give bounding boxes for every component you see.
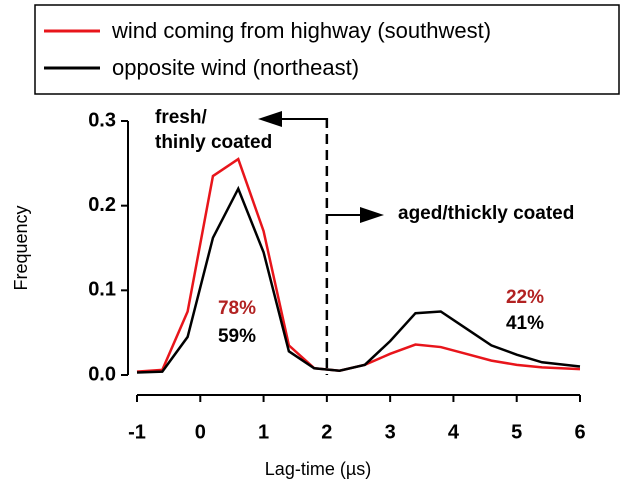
legend-label: wind coming from highway (southwest) bbox=[111, 18, 491, 43]
y-tick-label: 0.3 bbox=[88, 109, 116, 131]
x-tick-label: 4 bbox=[448, 421, 460, 443]
series-line bbox=[136, 157, 581, 373]
annotation: 78% bbox=[218, 298, 256, 319]
annotation: thinly coated bbox=[155, 132, 272, 153]
annotation: 22% bbox=[506, 287, 544, 308]
x-axis-title: Lag-time (µs) bbox=[265, 459, 371, 479]
series-line bbox=[136, 185, 581, 374]
annotation: 59% bbox=[218, 326, 256, 347]
legend-box bbox=[34, 4, 620, 95]
x-tick-label: 1 bbox=[258, 421, 269, 443]
y-tick-label: 0.1 bbox=[88, 279, 116, 301]
annotation: 41% bbox=[506, 313, 544, 334]
y-axis-title: Frequency bbox=[11, 205, 31, 290]
annotation: aged/thickly coated bbox=[398, 203, 574, 224]
arrow-head bbox=[258, 111, 282, 127]
x-tick-label: -1 bbox=[128, 421, 146, 443]
y-tick-label: 0.2 bbox=[88, 194, 116, 216]
annotation: fresh/ bbox=[155, 107, 207, 128]
x-tick-label: 3 bbox=[385, 421, 396, 443]
legend-label: opposite wind (northeast) bbox=[112, 55, 359, 80]
x-tick-label: 5 bbox=[511, 421, 522, 443]
x-tick-label: 2 bbox=[321, 421, 332, 443]
arrow-head bbox=[360, 207, 384, 223]
x-tick-label: 6 bbox=[574, 421, 585, 443]
x-tick-label: 0 bbox=[195, 421, 206, 443]
y-tick-label: 0.0 bbox=[88, 363, 116, 385]
